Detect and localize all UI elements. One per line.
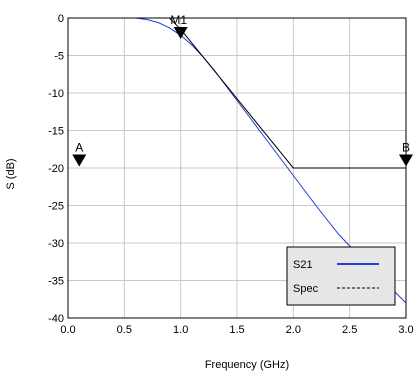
legend: S21 Spec <box>286 246 396 306</box>
x-tick-label-4: 2.0 <box>286 324 301 336</box>
y-tick-label-3: -15 <box>48 126 64 138</box>
legend-box <box>286 246 396 306</box>
y-tick-label-1: -5 <box>54 51 64 63</box>
y-tick-label-0: 0 <box>58 13 64 25</box>
x-tick-label-3: 1.5 <box>229 324 244 336</box>
y-tick-label-5: -25 <box>48 201 64 213</box>
marker-a-triangle <box>72 154 87 167</box>
y-axis-label: S (dB) <box>5 158 17 189</box>
y-tick-label-7: -35 <box>48 276 64 288</box>
series-line-s21 <box>68 17 407 304</box>
x-tick-label-6: 3.0 <box>398 324 413 336</box>
x-tick-label-5: 2.5 <box>342 324 357 336</box>
y-tick-label-8: -40 <box>48 313 64 325</box>
x-tick-label-2: 1.0 <box>173 324 188 336</box>
legend-label-spec: Spec <box>293 283 319 295</box>
marker-b-label: B <box>402 141 410 155</box>
y-tick-label-4: -20 <box>48 163 64 175</box>
axes: 0 -5 -10 -15 -20 -25 -30 -35 -400.0 0.5 1.0 1.5 2.0 2… <box>48 13 414 336</box>
marker-a-label: A <box>75 141 83 155</box>
x-tick-label-0: 0.0 <box>60 324 75 336</box>
legend-label-s21: S21 <box>293 259 313 271</box>
markers-layer: M1 A B <box>72 13 413 167</box>
marker-b-triangle <box>399 154 413 167</box>
x-tick-label-1: 0.5 <box>117 324 132 336</box>
y-tick-label-6: -30 <box>48 238 64 250</box>
marker-m1-triangle <box>173 27 188 39</box>
marker-m1-label: M1 <box>170 13 187 27</box>
x-axis-label: Frequency (GHz) <box>205 359 289 371</box>
y-tick-label-2: -10 <box>48 88 64 100</box>
